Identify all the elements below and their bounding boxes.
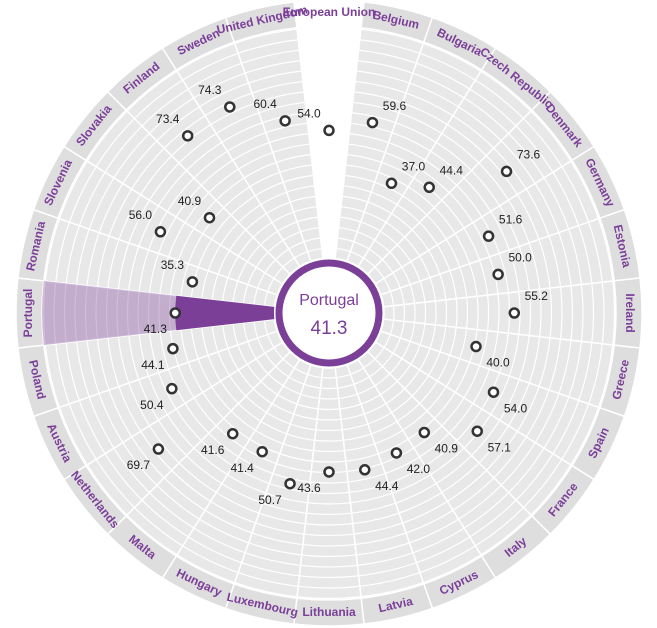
ring [263, 247, 395, 379]
ring [179, 164, 479, 463]
value-label: 40.9 [178, 194, 202, 208]
data-point [166, 382, 178, 395]
data-point [152, 443, 165, 455]
ring [105, 91, 553, 537]
value-label: 60.4 [253, 97, 277, 111]
ring [231, 216, 427, 411]
value-label: 42.0 [407, 462, 431, 476]
center-circle [275, 259, 383, 367]
ring [63, 49, 595, 579]
data-point [323, 466, 335, 478]
data-point [423, 181, 435, 194]
ring [210, 195, 448, 432]
value-label: 40.0 [486, 356, 510, 370]
data-point [385, 177, 398, 190]
ring [221, 206, 437, 421]
category-label: European Union [283, 5, 376, 19]
ring [158, 143, 500, 484]
data-point [418, 426, 431, 439]
value-label: 35.3 [161, 258, 185, 272]
value-label: 50.4 [140, 398, 164, 412]
label-band [224, 1, 298, 44]
value-label: 73.4 [156, 112, 180, 126]
data-point [482, 230, 495, 242]
value-label: 44.4 [440, 163, 464, 177]
data-point [492, 268, 504, 281]
ring [84, 70, 574, 558]
data-point [471, 425, 483, 437]
data-point [487, 386, 500, 398]
highlight-outer [41, 280, 177, 346]
data-point [154, 226, 167, 238]
ring [252, 237, 406, 390]
center-value: 41.3 [311, 318, 348, 339]
ring [242, 226, 416, 400]
category-label: Lithuania [302, 605, 356, 619]
data-point [500, 165, 513, 178]
value-label: 44.1 [141, 358, 165, 372]
value-label: 55.2 [525, 289, 549, 303]
value-label: 69.7 [127, 458, 151, 472]
data-point [470, 340, 482, 353]
value-label: 56.0 [129, 208, 153, 222]
data-point [366, 116, 379, 129]
data-point [284, 477, 296, 490]
value-label: 41.3 [144, 322, 168, 336]
data-point [186, 276, 199, 288]
category-label: Ireland [623, 293, 637, 332]
data-point [359, 464, 371, 476]
data-point [167, 342, 179, 355]
data-point [390, 447, 403, 459]
value-label: 73.6 [517, 148, 541, 162]
value-label: 59.6 [383, 99, 407, 113]
value-label: 44.4 [375, 479, 399, 493]
center-name: Portugal [299, 292, 359, 309]
value-label: 57.1 [488, 440, 512, 454]
value-label: 51.6 [499, 212, 523, 226]
highlight-inner [175, 295, 275, 331]
data-point [226, 427, 239, 440]
ring [147, 133, 511, 495]
ring [116, 101, 542, 526]
data-point [203, 211, 216, 224]
data-point [224, 101, 236, 113]
ring [53, 39, 605, 589]
value-label: 50.7 [258, 493, 282, 507]
data-point [323, 124, 335, 137]
ring [137, 122, 521, 505]
ring [95, 80, 563, 547]
value-label: 43.6 [297, 481, 321, 495]
value-label: 41.4 [231, 461, 255, 475]
value-label: 54.0 [297, 107, 321, 121]
data-point [169, 307, 181, 319]
ring [126, 112, 532, 516]
ring [189, 174, 469, 453]
ring [200, 185, 458, 442]
data-point [508, 307, 521, 319]
value-label: 74.3 [198, 83, 222, 97]
value-label: 50.0 [508, 251, 532, 265]
value-label: 54.0 [504, 401, 528, 415]
value-label: 40.9 [435, 442, 459, 456]
value-label: 37.0 [402, 159, 426, 173]
ring [74, 60, 584, 568]
ring [42, 28, 616, 600]
data-point [256, 445, 268, 458]
data-point [279, 115, 291, 127]
data-point [181, 130, 194, 142]
category-label: Portugal [21, 289, 35, 338]
value-label: 41.6 [201, 443, 225, 457]
